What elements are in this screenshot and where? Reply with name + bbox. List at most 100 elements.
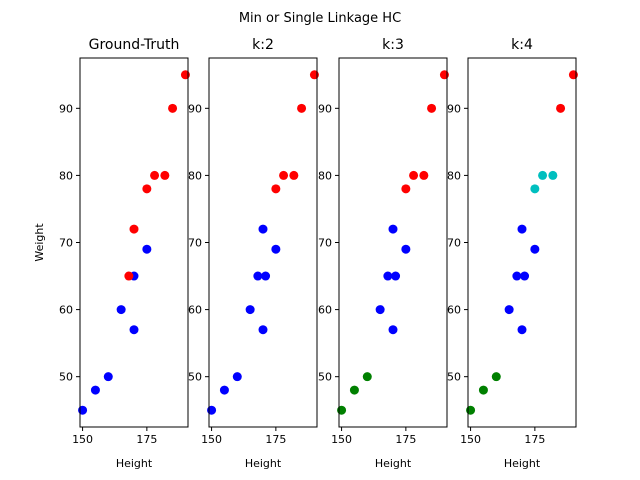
y-tick-label: 60 [318, 304, 332, 317]
y-tick-label: 60 [59, 304, 73, 317]
x-tick-label: 175 [395, 433, 416, 446]
data-point [439, 70, 449, 80]
data-point [466, 405, 476, 415]
subplot-panels: Ground-Truth 150 175 50 60 70 80 90 Height Weight… [33, 37, 578, 470]
data-point [129, 224, 139, 234]
subplot-title: Ground-Truth [89, 37, 180, 53]
data-point [90, 385, 100, 395]
data-point [556, 103, 566, 113]
data-point [349, 385, 359, 395]
data-point [520, 271, 530, 281]
data-point [517, 224, 527, 234]
data-point [78, 405, 88, 415]
data-point [391, 271, 401, 281]
data-point [271, 244, 281, 254]
x-axis-label: Height [116, 457, 153, 470]
subplot-title: k:2 [252, 37, 274, 53]
data-point [530, 184, 540, 194]
data-point [142, 244, 152, 254]
axes-frame [208, 57, 318, 428]
data-point [375, 305, 385, 315]
y-tick-label: 80 [188, 169, 202, 182]
axes-frame [467, 57, 577, 428]
data-point [279, 170, 289, 180]
subplot-2: k:2 150 175 50 60 70 80 90 Height [188, 37, 319, 470]
data-point [337, 405, 347, 415]
data-point [530, 244, 540, 254]
data-point [150, 170, 160, 180]
data-point [568, 70, 578, 80]
y-tick-label: 80 [318, 169, 332, 182]
x-axis-label: Height [504, 457, 541, 470]
data-point [160, 170, 170, 180]
data-point [362, 372, 372, 382]
x-tick-label: 150 [201, 433, 222, 446]
data-point [253, 271, 263, 281]
y-tick-label: 90 [447, 102, 461, 115]
x-tick-label: 175 [136, 433, 157, 446]
data-point [388, 224, 398, 234]
data-point [512, 271, 522, 281]
data-point [180, 70, 190, 80]
y-tick-label: 70 [447, 237, 461, 250]
data-point [258, 325, 268, 335]
y-tick-label: 70 [318, 237, 332, 250]
subplot-4: k:4 150 175 50 60 70 80 90 Height [447, 37, 578, 470]
data-point [232, 372, 242, 382]
data-point [261, 271, 271, 281]
data-point [129, 325, 139, 335]
data-point [116, 305, 126, 315]
y-tick-label: 50 [318, 371, 332, 384]
y-tick-label: 90 [59, 102, 73, 115]
x-axis-label: Height [375, 457, 412, 470]
axes-frame [338, 57, 448, 428]
subplot-1: Ground-Truth 150 175 50 60 70 80 90 Height Weight [33, 37, 190, 470]
data-point [124, 271, 134, 281]
y-tick-label: 50 [59, 371, 73, 384]
data-point [168, 103, 178, 113]
y-axis-label: Weight [33, 223, 46, 262]
data-point [517, 325, 527, 335]
y-tick-label: 70 [59, 237, 73, 250]
data-point [219, 385, 229, 395]
subplot-3: k:3 150 175 50 60 70 80 90 Height [318, 37, 449, 470]
data-point [258, 224, 268, 234]
axes-frame [79, 57, 189, 428]
data-point [478, 385, 488, 395]
figure-suptitle: Min or Single Linkage HC [239, 11, 401, 26]
y-tick-label: 50 [447, 371, 461, 384]
data-point [207, 405, 217, 415]
data-point [245, 305, 255, 315]
y-tick-label: 60 [188, 304, 202, 317]
subplot-title: k:3 [382, 37, 404, 53]
y-tick-label: 60 [447, 304, 461, 317]
y-tick-label: 80 [447, 169, 461, 182]
data-point [383, 271, 393, 281]
x-tick-label: 175 [524, 433, 545, 446]
data-point [409, 170, 419, 180]
data-point [538, 170, 548, 180]
data-point [142, 184, 152, 194]
data-point [309, 70, 319, 80]
x-tick-label: 150 [72, 433, 93, 446]
data-point [297, 103, 307, 113]
data-point [103, 372, 113, 382]
data-point [548, 170, 558, 180]
y-tick-label: 90 [318, 102, 332, 115]
x-axis-label: Height [245, 457, 282, 470]
data-point [427, 103, 437, 113]
y-tick-label: 70 [188, 237, 202, 250]
x-tick-label: 175 [265, 433, 286, 446]
data-point [491, 372, 501, 382]
x-tick-label: 150 [460, 433, 481, 446]
data-point [271, 184, 281, 194]
x-tick-label: 150 [331, 433, 352, 446]
data-point [504, 305, 514, 315]
data-point [401, 244, 411, 254]
subplot-title: k:4 [511, 37, 533, 53]
y-tick-label: 80 [59, 169, 73, 182]
data-point [388, 325, 398, 335]
y-tick-label: 90 [188, 102, 202, 115]
data-point [401, 184, 411, 194]
